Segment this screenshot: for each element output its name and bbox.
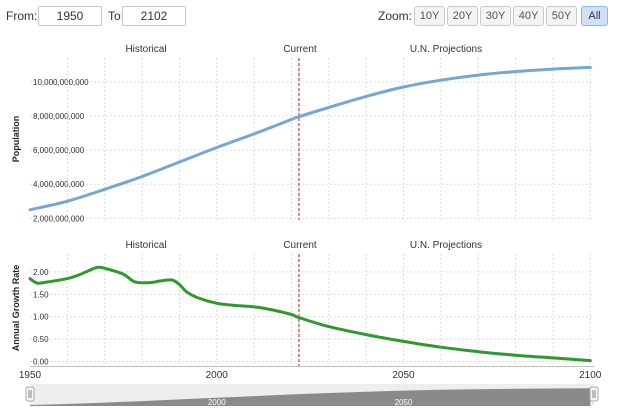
- y-tick-label: 0.00: [33, 358, 49, 367]
- zoom-10y-button[interactable]: 10Y: [414, 6, 445, 26]
- y-tick-label: 1.00: [33, 313, 49, 322]
- navigator-label: 2000: [208, 398, 226, 407]
- zoom-all-button[interactable]: All: [581, 6, 608, 26]
- section-label-historical: Historical: [125, 240, 166, 251]
- from-date-input[interactable]: [38, 6, 102, 26]
- navigator-label: 2050: [395, 398, 413, 407]
- navigator-left-handle[interactable]: [25, 386, 35, 402]
- y-axis-title: Population: [11, 116, 21, 163]
- zoom-20y-button[interactable]: 20Y: [447, 6, 478, 26]
- section-label-projections: U.N. Projections: [410, 240, 482, 251]
- range-navigator[interactable]: 2000 2050: [25, 384, 599, 407]
- y-tick-label: 2.00: [33, 268, 49, 277]
- x-tick-label: 1950: [19, 370, 42, 381]
- y-tick-label: 2,000,000,000: [33, 214, 85, 223]
- x-tick-label: 2000: [206, 370, 229, 381]
- growth-rate-plot: 0.00 0.50 1.00 1.50 2.00 Historical Current U.N…: [11, 240, 594, 367]
- x-axis: 1950 2000 2050 2100: [19, 366, 602, 381]
- x-tick-label: 2100: [579, 370, 602, 381]
- y-tick-label: 8,000,000,000: [33, 112, 85, 121]
- plot-background: [30, 58, 594, 220]
- zoom-40y-button[interactable]: 40Y: [513, 6, 544, 26]
- population-plot: 2,000,000,000 4,000,000,000 6,000,000,000 8…: [11, 44, 594, 223]
- plot-background: [30, 254, 594, 366]
- section-label-projections: U.N. Projections: [410, 44, 482, 55]
- x-tick-label: 2050: [392, 370, 415, 381]
- growth-rate-series-line: [28, 265, 592, 363]
- section-label-current: Current: [283, 240, 317, 251]
- section-label-current: Current: [283, 44, 317, 55]
- zoom-label: Zoom:: [378, 9, 413, 23]
- to-label: To:: [108, 9, 125, 23]
- population-series-line: [28, 65, 592, 212]
- y-tick-label: 4,000,000,000: [33, 180, 85, 189]
- zoom-30y-button[interactable]: 30Y: [480, 6, 511, 26]
- section-label-historical: Historical: [125, 44, 166, 55]
- y-tick-label: 0.50: [33, 335, 49, 344]
- y-tick-label: 6,000,000,000: [33, 146, 85, 155]
- navigator-right-handle[interactable]: [589, 386, 599, 402]
- navigator-series-area: [30, 388, 591, 406]
- from-label: From:: [6, 9, 38, 23]
- y-tick-label: 10,000,000,000: [33, 78, 89, 87]
- to-date-input[interactable]: [122, 6, 186, 26]
- y-tick-label: 1.50: [33, 290, 49, 299]
- y-axis-title: Annual Growth Rate: [11, 265, 21, 352]
- zoom-50y-button[interactable]: 50Y: [546, 6, 577, 26]
